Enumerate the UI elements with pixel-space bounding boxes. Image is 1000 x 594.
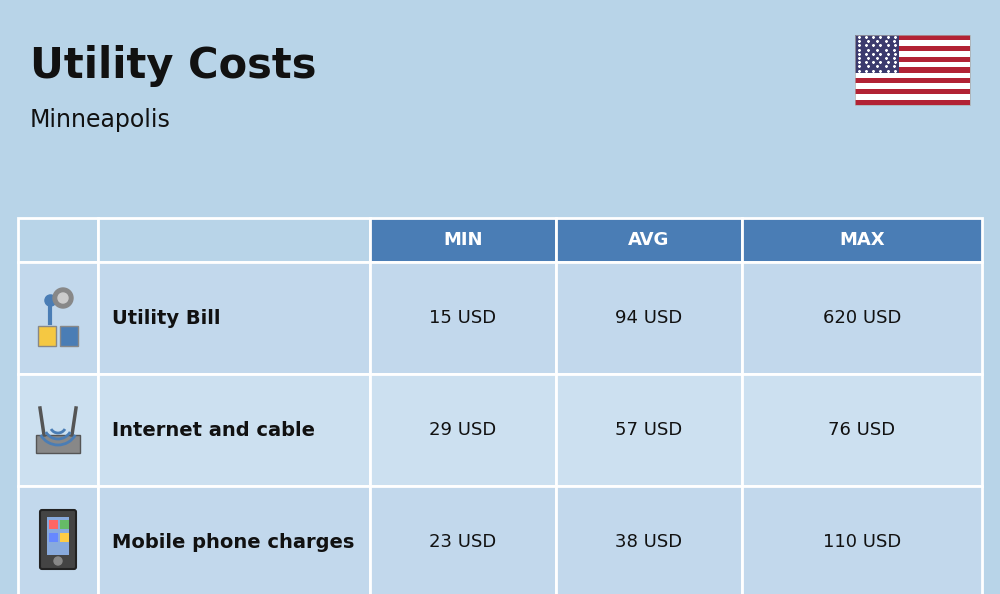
Bar — [556, 486, 742, 594]
FancyBboxPatch shape — [40, 510, 76, 569]
Bar — [742, 374, 982, 486]
Circle shape — [54, 557, 62, 565]
Bar — [855, 35, 970, 40]
Bar — [855, 100, 970, 105]
Bar — [855, 94, 970, 100]
Bar — [370, 262, 556, 374]
Bar — [855, 84, 970, 89]
Bar — [855, 51, 970, 56]
Bar — [855, 35, 970, 105]
Bar — [18, 374, 98, 486]
Bar — [855, 40, 970, 46]
Text: MAX: MAX — [839, 231, 885, 249]
Bar — [98, 262, 370, 374]
Text: Utility Bill: Utility Bill — [112, 308, 220, 327]
Bar — [36, 435, 80, 453]
Text: MIN: MIN — [443, 231, 483, 249]
Circle shape — [58, 293, 68, 303]
Bar — [370, 218, 556, 262]
Text: 38 USD: 38 USD — [615, 533, 683, 551]
Text: 15 USD: 15 USD — [429, 309, 497, 327]
Text: 76 USD: 76 USD — [828, 421, 896, 439]
Bar — [98, 374, 370, 486]
Bar — [60, 326, 78, 346]
Circle shape — [53, 288, 73, 308]
Text: 620 USD: 620 USD — [823, 309, 901, 327]
Bar — [49, 520, 58, 529]
Bar — [855, 72, 970, 78]
Bar — [98, 486, 370, 594]
Bar — [47, 517, 69, 555]
Bar — [855, 56, 970, 62]
Bar — [742, 218, 982, 262]
Text: Mobile phone charges: Mobile phone charges — [112, 532, 354, 551]
Bar — [49, 533, 58, 542]
Text: Internet and cable: Internet and cable — [112, 421, 315, 440]
Text: Utility Costs: Utility Costs — [30, 45, 316, 87]
Bar — [60, 520, 69, 529]
Bar — [855, 78, 970, 84]
Text: 94 USD: 94 USD — [615, 309, 683, 327]
Text: Minneapolis: Minneapolis — [30, 108, 171, 132]
Bar — [370, 486, 556, 594]
Bar — [855, 35, 899, 72]
Bar — [742, 486, 982, 594]
Bar — [18, 262, 98, 374]
Text: 23 USD: 23 USD — [429, 533, 497, 551]
Bar — [556, 262, 742, 374]
Text: 57 USD: 57 USD — [615, 421, 683, 439]
Bar — [742, 262, 982, 374]
Text: 29 USD: 29 USD — [429, 421, 497, 439]
Bar — [18, 218, 98, 262]
Bar — [38, 326, 56, 346]
Bar — [18, 486, 98, 594]
Bar — [98, 218, 370, 262]
Bar — [855, 35, 970, 105]
Bar — [855, 67, 970, 72]
Bar — [855, 46, 970, 51]
Bar — [556, 218, 742, 262]
Text: 110 USD: 110 USD — [823, 533, 901, 551]
Bar — [60, 533, 69, 542]
Bar — [855, 62, 970, 67]
Text: AVG: AVG — [628, 231, 670, 249]
Bar — [556, 374, 742, 486]
Bar — [855, 89, 970, 94]
Bar — [370, 374, 556, 486]
